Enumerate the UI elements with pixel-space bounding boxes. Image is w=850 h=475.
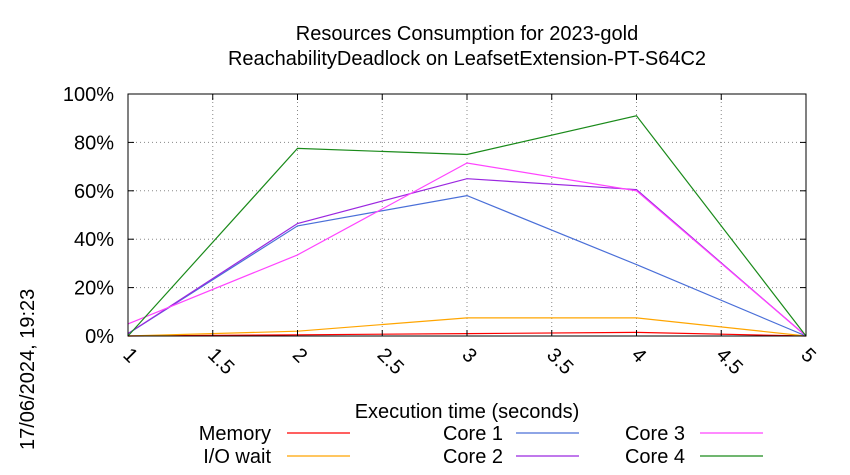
timestamp-label: 17/06/2024, 19:23 (17, 289, 39, 450)
grid (128, 94, 806, 336)
x-tick-label: 4.5 (712, 344, 747, 379)
y-tick-label: 100% (63, 84, 114, 106)
series-line-core-2 (127, 178, 807, 337)
x-tick-label: 2.5 (373, 344, 408, 379)
x-tick-label: 1.5 (203, 344, 238, 379)
x-tick-label: 3 (457, 344, 480, 367)
legend-label-core-1: Core 1 (443, 423, 503, 445)
series-line-i-o-wait (127, 317, 807, 337)
y-tick-label: 60% (74, 181, 114, 203)
y-tick-label: 0% (85, 326, 114, 348)
chart-title-line-1: Resources Consumption for 2023-gold (296, 23, 638, 45)
series-line-core-3 (127, 162, 807, 337)
legend-label-core-3: Core 3 (625, 423, 685, 445)
y-tick-label: 80% (74, 132, 114, 154)
legend-label-i-o-wait: I/O wait (203, 446, 271, 468)
series-line-core-1 (127, 194, 807, 337)
x-tick-label: 4 (627, 344, 650, 367)
y-tick-label: 40% (74, 229, 114, 251)
x-tick-label: 2 (288, 344, 311, 367)
series-line-core-4 (127, 115, 807, 337)
x-tick-label: 3.5 (542, 344, 577, 379)
x-axis-label: Execution time (seconds) (355, 401, 580, 423)
chart-title-line-2: ReachabilityDeadlock on LeafsetExtension… (228, 48, 706, 70)
y-tick-label: 20% (74, 278, 114, 300)
legend-label-core-4: Core 4 (625, 446, 685, 468)
chart-title: Resources Consumption for 2023-gold Reac… (228, 23, 706, 70)
legend-label-core-2: Core 2 (443, 446, 503, 468)
x-tick-label: 1 (118, 344, 141, 367)
x-tick-label: 5 (796, 344, 819, 367)
legend-label-memory: Memory (199, 423, 271, 445)
plot-series (127, 115, 807, 337)
